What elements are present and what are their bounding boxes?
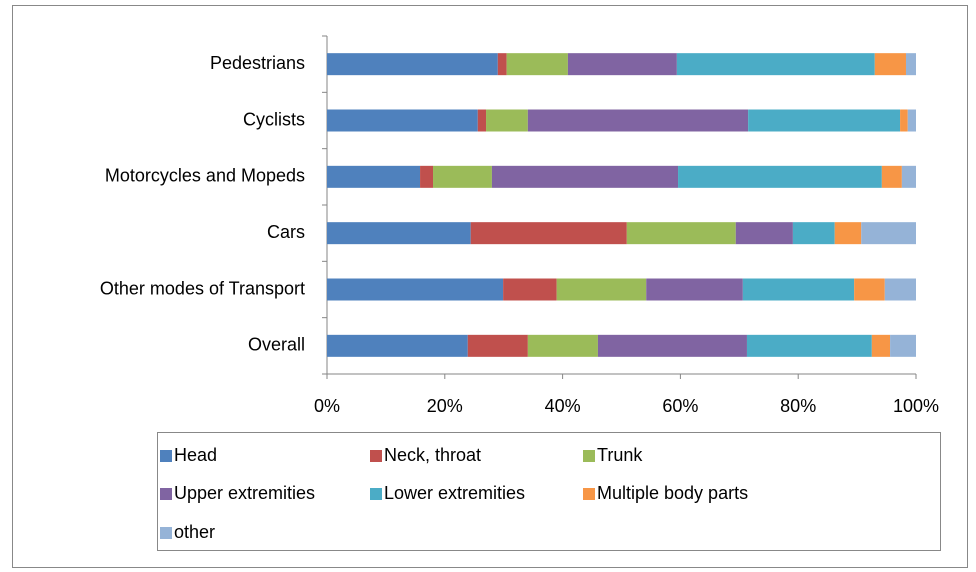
bar-segment <box>486 109 528 132</box>
bar-segment <box>626 222 736 245</box>
legend-label: Lower extremities <box>384 483 525 503</box>
legend-box <box>157 432 941 551</box>
bar-segment <box>597 334 747 357</box>
bar-segment <box>735 222 793 245</box>
category-label: Overall <box>248 335 305 355</box>
legend-swatch <box>160 450 172 462</box>
bar-segment <box>327 165 421 188</box>
bar-segment <box>874 53 906 76</box>
category-label: Cars <box>267 222 305 242</box>
category-label: Pedestrians <box>210 53 305 73</box>
x-tick-label: 60% <box>662 396 698 416</box>
x-tick-label: 100% <box>893 396 939 416</box>
x-tick-label: 20% <box>427 396 463 416</box>
bar-segment <box>477 109 487 132</box>
bar-segment <box>327 278 504 301</box>
legend-swatch <box>370 488 382 500</box>
legend-label: Head <box>174 445 217 465</box>
bar-segment <box>646 278 743 301</box>
bar-segment <box>907 109 916 132</box>
legend-swatch <box>160 527 172 539</box>
bar-segment <box>881 165 902 188</box>
bar-segment <box>871 334 891 357</box>
bar-segment <box>748 109 901 132</box>
bar-segment <box>854 278 885 301</box>
bar-segment <box>470 222 627 245</box>
bar-segment <box>861 222 916 245</box>
bar-segment <box>742 278 855 301</box>
category-label: Motorcycles and Mopeds <box>105 166 305 186</box>
legend-swatch <box>583 450 595 462</box>
x-tick-label: 40% <box>545 396 581 416</box>
legend-swatch <box>583 488 595 500</box>
bar-segment <box>890 334 916 357</box>
bar-segment <box>900 109 908 132</box>
bar-segment <box>527 109 749 132</box>
bar-segment <box>503 278 557 301</box>
bar-segment <box>527 334 598 357</box>
bar-segment <box>433 165 492 188</box>
legend-label: Multiple body parts <box>597 483 748 503</box>
bar-segment <box>327 334 468 357</box>
legend-label: Trunk <box>597 445 643 465</box>
bar-segment <box>792 222 835 245</box>
bar-segment <box>556 278 647 301</box>
category-label: Cyclists <box>243 109 305 129</box>
bar-segment <box>467 334 528 357</box>
x-tick-label: 80% <box>780 396 816 416</box>
legend-label: Neck, throat <box>384 445 481 465</box>
bar-segment <box>901 165 916 188</box>
bar-segment <box>506 53 568 76</box>
bar-segment <box>676 53 875 76</box>
bar-segment <box>884 278 916 301</box>
bar-segment <box>420 165 434 188</box>
bar-segment <box>834 222 862 245</box>
bar-segment <box>746 334 872 357</box>
bar-segment <box>327 53 498 76</box>
bar-segment <box>491 165 679 188</box>
bar-segment <box>497 53 507 76</box>
bar-segment <box>678 165 882 188</box>
legend-label: other <box>174 522 215 542</box>
legend-swatch <box>370 450 382 462</box>
category-label: Other modes of Transport <box>100 278 305 298</box>
bar-segment <box>327 109 478 132</box>
bar-segment <box>567 53 677 76</box>
bar-segment <box>905 53 916 76</box>
legend-swatch <box>160 488 172 500</box>
x-tick-label: 0% <box>314 396 340 416</box>
legend-label: Upper extremities <box>174 483 315 503</box>
bar-segment <box>327 222 471 245</box>
